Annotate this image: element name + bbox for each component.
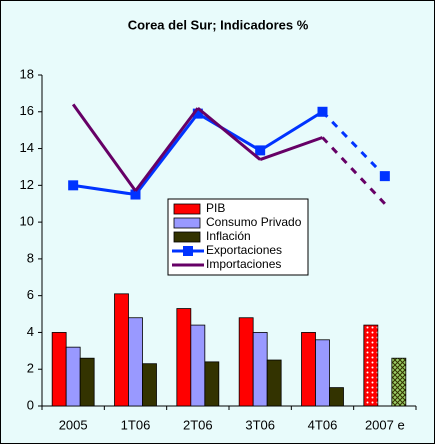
marker (317, 106, 328, 117)
bar (252, 332, 268, 407)
legend-label: Exportaciones (206, 243, 282, 257)
line-segment (321, 136, 386, 205)
legend-swatch (173, 231, 201, 243)
y-tick-label: 2 (27, 361, 34, 376)
line-segment (259, 110, 324, 152)
bar (176, 308, 192, 407)
bar (301, 332, 316, 407)
bar (391, 357, 407, 407)
legend-marker (183, 246, 193, 256)
x-tick-label: 2T06 (183, 417, 213, 432)
line-segment (134, 112, 200, 196)
legend-label: PIB (206, 201, 225, 215)
bar (79, 357, 95, 407)
x-tick-label: 1T06 (121, 417, 151, 432)
x-tick-label: 3T06 (245, 417, 275, 432)
line-segment (259, 136, 324, 162)
y-tick-label: 14 (20, 140, 34, 155)
bar (65, 346, 81, 407)
legend-label: Consumo Privado (206, 215, 302, 229)
bar (266, 359, 282, 407)
y-tick-label: 16 (20, 103, 34, 118)
marker (68, 180, 79, 191)
bar (315, 339, 330, 407)
bar (142, 363, 157, 407)
bar (128, 317, 143, 407)
bar (204, 361, 220, 407)
y-tick-label: 18 (20, 66, 34, 81)
bar (51, 332, 67, 407)
bar (238, 317, 254, 407)
y-tick-label: 12 (20, 177, 34, 192)
line-segment (196, 106, 262, 161)
marker (192, 108, 203, 119)
legend-label: Inflación (206, 229, 251, 243)
line-segment (321, 110, 386, 178)
marker (130, 189, 141, 200)
bar (363, 324, 379, 407)
x-tick-label: 4T06 (308, 417, 338, 432)
legend-label: Importaciones (206, 257, 281, 271)
legend-swatch (173, 217, 201, 229)
line-segment (71, 103, 137, 192)
y-tick-label: 0 (27, 397, 34, 412)
y-tick-label: 4 (27, 324, 34, 339)
line-segment (72, 183, 136, 197)
y-tick-label: 6 (27, 287, 34, 302)
marker (255, 145, 266, 156)
x-tick-label: 2005 (59, 417, 88, 432)
y-tick-label: 8 (27, 250, 34, 265)
bar (190, 324, 206, 407)
x-tick-label: 2007 e (365, 417, 405, 432)
line-segment (134, 107, 200, 192)
marker (379, 171, 390, 182)
bar (329, 387, 344, 407)
chart-title: Corea del Sur; Indicadores % (128, 17, 309, 32)
legend-swatch (173, 203, 201, 215)
bar (114, 293, 129, 407)
y-tick-label: 10 (20, 214, 34, 229)
